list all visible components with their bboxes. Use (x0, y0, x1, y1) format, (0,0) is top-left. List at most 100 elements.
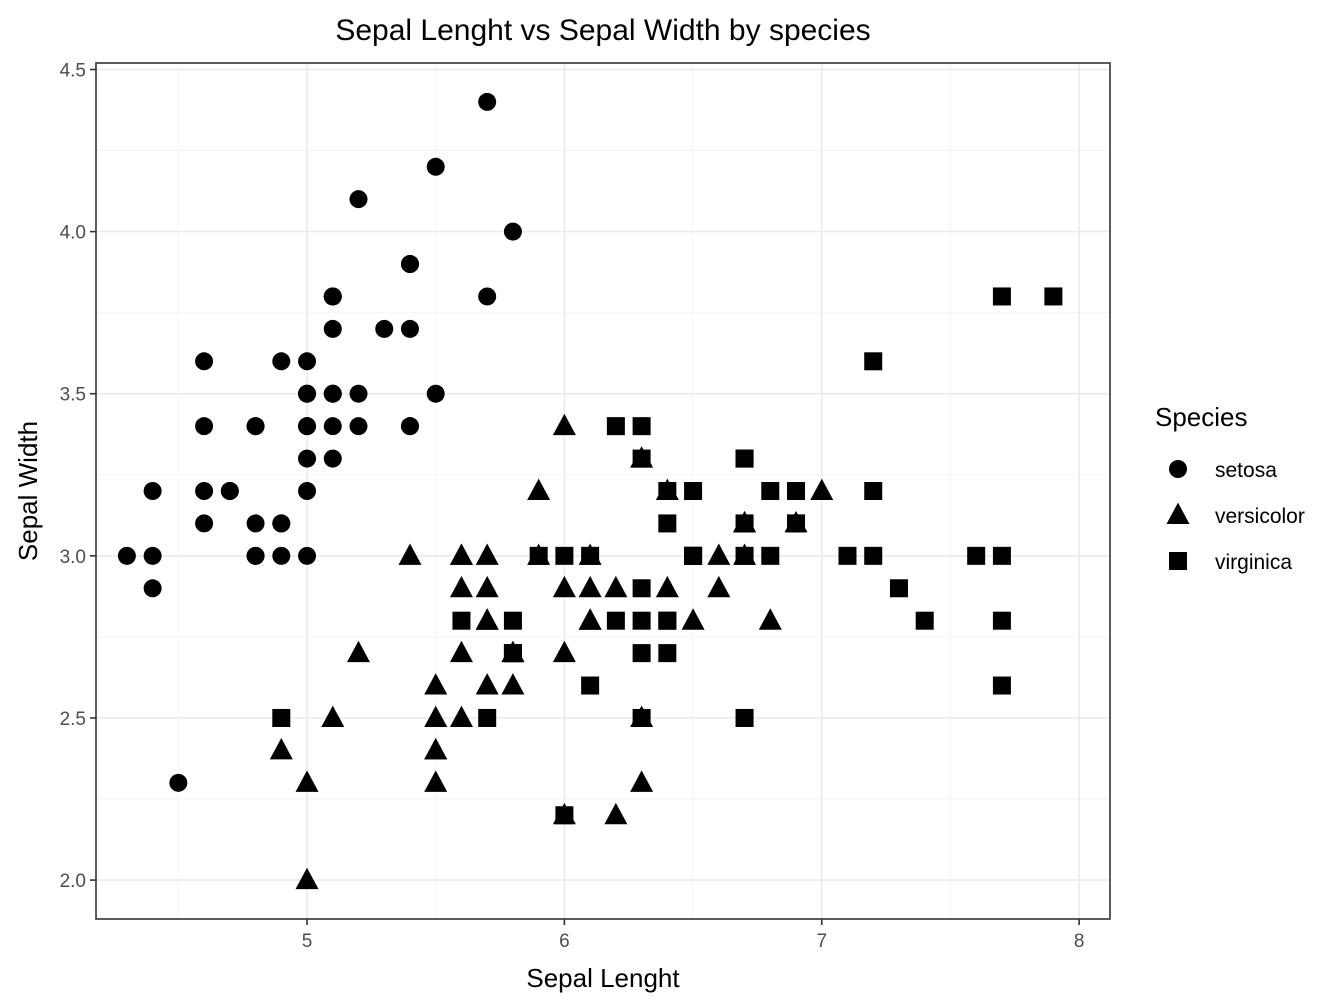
point-virginica (735, 514, 754, 533)
point-virginica (735, 708, 754, 727)
point-virginica (735, 546, 754, 565)
y-tick-label: 4.5 (60, 60, 86, 81)
point-setosa (246, 546, 265, 565)
point-setosa (503, 222, 522, 241)
point-virginica (478, 708, 497, 727)
point-setosa (195, 352, 214, 371)
point-virginica (864, 546, 883, 565)
point-setosa (195, 482, 214, 500)
point-setosa (323, 319, 342, 338)
point-virginica (581, 546, 600, 565)
point-virginica (658, 482, 677, 500)
legend-label-versicolor: versicolor (1215, 505, 1305, 528)
point-versicolor (295, 867, 319, 890)
point-setosa (298, 482, 317, 500)
y-tick-label: 4.0 (60, 223, 86, 244)
point-virginica (787, 482, 806, 500)
point-versicolor (501, 673, 525, 695)
point-versicolor (475, 608, 499, 630)
point-virginica (452, 611, 471, 630)
point-setosa (323, 417, 342, 436)
point-versicolor (449, 575, 473, 598)
point-versicolor (475, 575, 499, 598)
point-virginica (529, 546, 548, 565)
point-virginica (658, 644, 677, 663)
point-virginica (684, 546, 703, 565)
point-setosa (169, 773, 188, 792)
point-versicolor (707, 575, 731, 598)
y-axis-ticks: 2.0 2.5 3.0 3.5 4.0 4.5 (60, 60, 96, 892)
legend-key-virginica (1169, 552, 1187, 570)
point-virginica (658, 611, 677, 630)
point-virginica (632, 579, 651, 598)
point-setosa (298, 417, 317, 436)
point-virginica (632, 417, 651, 436)
point-virginica (992, 287, 1011, 306)
point-virginica (967, 546, 986, 565)
legend-key-setosa (1169, 460, 1187, 478)
point-virginica (735, 449, 754, 468)
point-setosa (478, 287, 497, 306)
point-setosa (246, 417, 265, 436)
point-versicolor (810, 478, 834, 500)
point-virginica (761, 546, 780, 565)
point-setosa (272, 352, 291, 371)
point-versicolor (527, 478, 551, 500)
point-versicolor (604, 575, 628, 598)
point-versicolor (269, 737, 293, 760)
point-virginica (684, 482, 703, 500)
point-virginica (761, 482, 780, 500)
point-versicolor (424, 737, 448, 760)
chart-title: Sepal Lenght vs Sepal Width by species (335, 14, 870, 47)
point-virginica (555, 806, 574, 825)
point-setosa (426, 384, 445, 403)
point-versicolor (578, 608, 602, 630)
point-virginica (787, 514, 806, 533)
legend-key-versicolor (1166, 502, 1190, 524)
point-setosa (246, 514, 265, 533)
point-versicolor (424, 770, 448, 792)
point-virginica (915, 611, 934, 630)
point-versicolor (655, 575, 679, 598)
point-setosa (349, 384, 368, 403)
point-virginica (864, 352, 883, 371)
point-virginica (555, 546, 574, 565)
point-virginica (606, 611, 625, 630)
point-versicolor (475, 673, 499, 695)
point-virginica (632, 708, 651, 727)
point-setosa (298, 352, 317, 371)
point-setosa (117, 546, 136, 565)
point-virginica (658, 514, 677, 533)
legend-label-setosa: setosa (1215, 459, 1277, 482)
point-setosa (349, 417, 368, 436)
y-tick-label: 2.0 (60, 871, 86, 892)
point-virginica (1044, 287, 1063, 306)
point-setosa (298, 384, 317, 403)
point-versicolor (424, 673, 448, 695)
point-versicolor (758, 608, 782, 630)
point-setosa (143, 579, 162, 598)
point-versicolor (449, 640, 473, 663)
minor-gridlines (96, 63, 1110, 919)
point-virginica (838, 546, 857, 565)
point-setosa (220, 482, 239, 500)
x-axis-title: Sepal Lenght (526, 963, 680, 993)
point-virginica (272, 708, 291, 727)
point-setosa (323, 384, 342, 403)
point-setosa (143, 482, 162, 500)
point-setosa (478, 92, 497, 111)
point-setosa (323, 449, 342, 468)
point-versicolor (552, 575, 576, 598)
y-tick-label: 2.5 (60, 709, 86, 730)
point-virginica (503, 644, 522, 663)
legend-title: Species (1155, 402, 1248, 432)
data-points (117, 92, 1063, 890)
point-setosa (272, 514, 291, 533)
point-setosa (272, 546, 291, 565)
point-versicolor (681, 608, 705, 630)
legend-label-virginica: virginica (1215, 551, 1292, 574)
point-versicolor (578, 575, 602, 598)
point-setosa (400, 319, 419, 338)
point-virginica (992, 611, 1011, 630)
point-versicolor (707, 543, 731, 565)
